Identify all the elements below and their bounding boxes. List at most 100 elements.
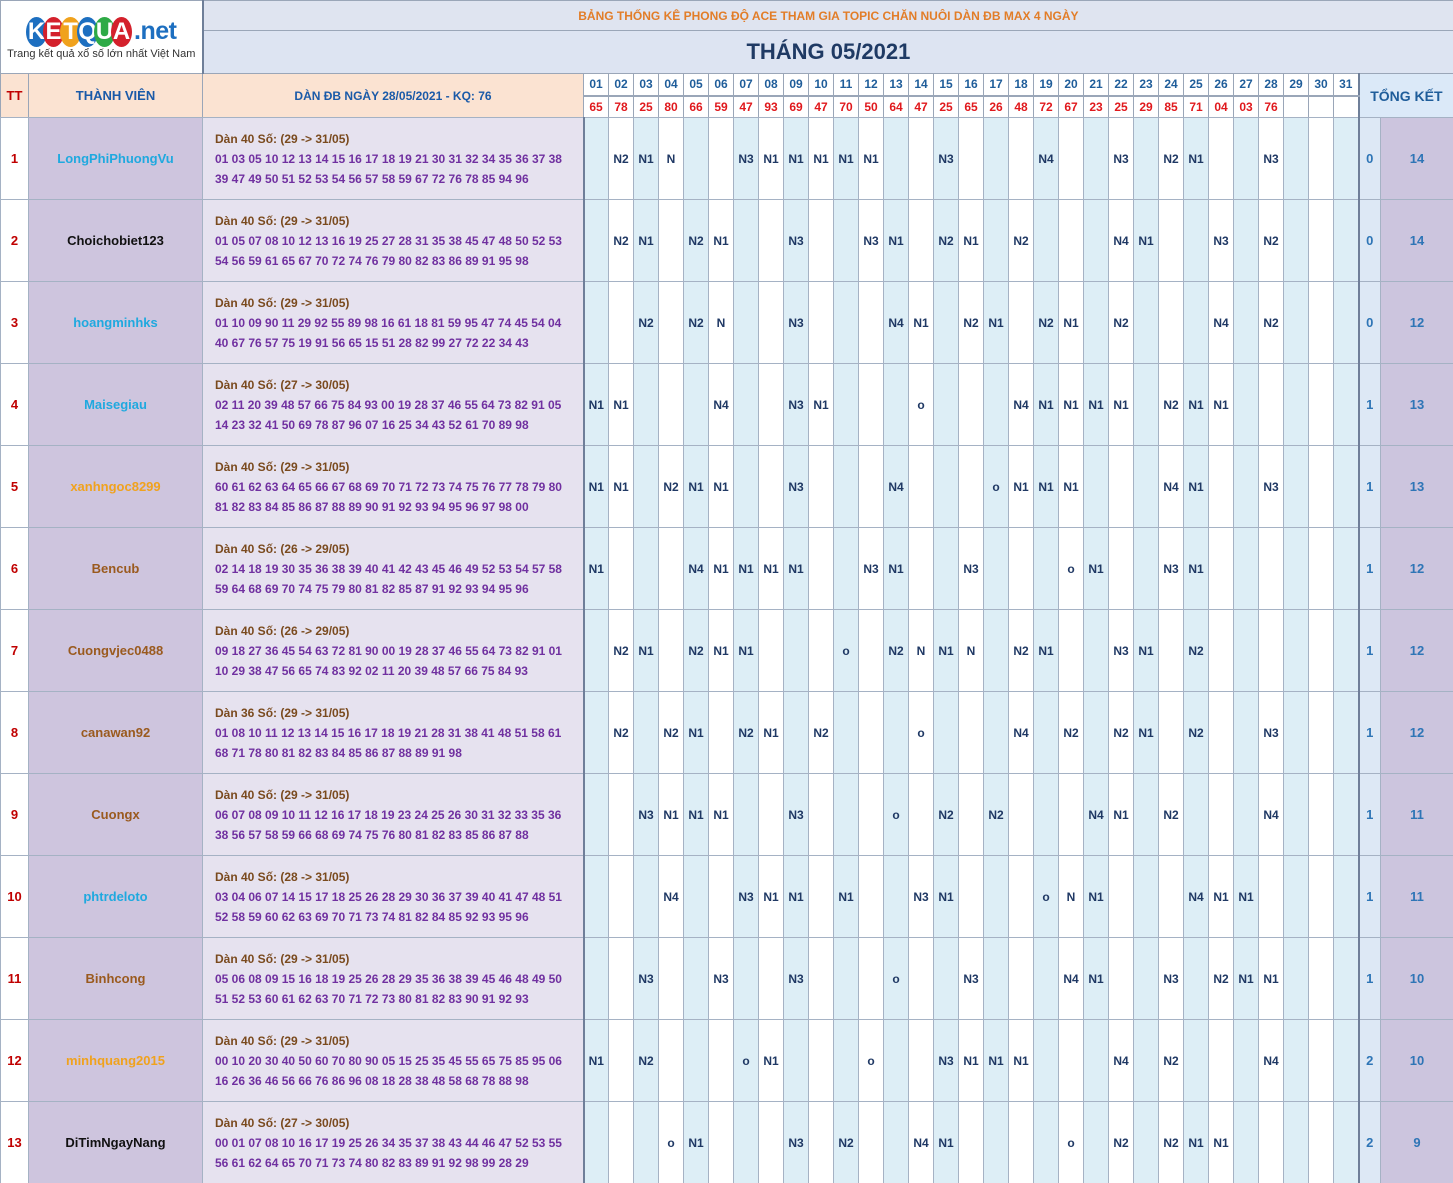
day-cell: [683, 937, 709, 1020]
dan-line: 01 05 07 08 10 12 13 16 19 25 27 28 31 3…: [215, 233, 562, 248]
day-cell: [883, 363, 909, 446]
day-cell: N1: [783, 855, 809, 938]
day-cell: o: [658, 1101, 684, 1183]
day-cell: N3: [708, 937, 734, 1020]
member-row: 12 minhquang2015 Dàn 40 Số: (29 -> 31/05) 0…: [0, 1019, 1453, 1102]
dan-numbers: Dàn 40 Số: (29 -> 31/05) 06 07 08 09 10 1…: [202, 773, 585, 856]
day-cell: [733, 363, 759, 446]
day-cell: N2: [1008, 199, 1034, 282]
day-cell: [1258, 1101, 1284, 1183]
day-cell: [758, 1101, 784, 1183]
day-cell: [1133, 937, 1159, 1020]
day-cell: N2: [933, 199, 959, 282]
day-cell: N4: [683, 527, 709, 610]
day-cell: N1: [633, 609, 659, 692]
day-cell: [1133, 117, 1159, 200]
day-cell: [583, 117, 609, 200]
summary-hits: 1: [1358, 527, 1381, 610]
day-cell: [1283, 281, 1309, 364]
day-cell: N1: [958, 199, 984, 282]
day-cell: N1: [1033, 363, 1059, 446]
dan-numbers: Dàn 40 Số: (27 -> 30/05) 00 01 07 08 10 1…: [202, 1101, 585, 1183]
dan-caption: Dàn 40 Số: (29 -> 31/05): [215, 787, 350, 802]
day-cell: [658, 1019, 684, 1102]
row-index: 13: [0, 1101, 29, 1183]
day-result: 29: [1133, 95, 1160, 118]
dan-caption: Dàn 40 Số: (26 -> 29/05): [215, 623, 350, 638]
day-cell: [1308, 199, 1334, 282]
day-header: 21: [1083, 73, 1110, 97]
logo-letter: K: [26, 16, 48, 47]
day-cell: [858, 773, 884, 856]
dan-caption: Dàn 36 Số: (29 -> 31/05): [215, 705, 350, 720]
day-cell: N1: [583, 363, 609, 446]
day-cell: N2: [608, 609, 634, 692]
day-cell: [1283, 1019, 1309, 1102]
dan-caption: Dàn 40 Số: (29 -> 31/05): [215, 295, 350, 310]
day-cell: [708, 1019, 734, 1102]
day-header: 10: [808, 73, 835, 97]
day-header: 17: [983, 73, 1010, 97]
day-cell: N1: [633, 117, 659, 200]
day-result: 64: [883, 95, 910, 118]
day-header: 04: [658, 73, 685, 97]
day-cell: [833, 773, 859, 856]
day-cell: [933, 527, 959, 610]
day-cell: [1133, 281, 1159, 364]
day-cell: [1233, 1101, 1259, 1183]
member-name: Cuongx: [28, 773, 203, 856]
day-cell: [883, 1101, 909, 1183]
day-cell: [733, 199, 759, 282]
day-cell: N: [958, 609, 984, 692]
day-cell: [958, 691, 984, 774]
sheet-title: BẢNG THỐNG KÊ PHONG ĐỘ ACE THAM GIA TOPI…: [202, 0, 1453, 31]
dan-line: 09 18 27 36 45 54 63 72 81 90 00 19 28 3…: [215, 643, 562, 658]
member-row: 5 xanhngoc8299 Dàn 40 Số: (29 -> 31/05) 60 …: [0, 445, 1453, 528]
day-cell: [933, 691, 959, 774]
dan-line: 39 47 49 50 51 52 53 54 56 57 58 59 67 7…: [215, 171, 529, 186]
dan-line: 03 04 06 07 14 15 17 18 25 26 28 29 30 3…: [215, 889, 562, 904]
day-cell: N2: [683, 199, 709, 282]
day-cell: [1008, 855, 1034, 938]
day-cell: N1: [833, 855, 859, 938]
day-cell: [1258, 527, 1284, 610]
day-cell: N1: [1183, 527, 1209, 610]
summary-hits: 2: [1358, 1101, 1381, 1183]
day-cell: [1033, 1101, 1059, 1183]
day-result: 78: [608, 95, 635, 118]
dan-numbers: Dàn 40 Số: (29 -> 31/05) 01 05 07 08 10 1…: [202, 199, 585, 282]
day-cell: N4: [1108, 1019, 1134, 1102]
logo-letter: U: [94, 16, 116, 47]
day-result: 47: [908, 95, 935, 118]
day-cell: N2: [633, 1019, 659, 1102]
dan-caption: Dàn 40 Số: (29 -> 31/05): [215, 459, 350, 474]
day-cell: [758, 363, 784, 446]
summary-hits: 1: [1358, 855, 1381, 938]
day-cell: N3: [783, 363, 809, 446]
day-result: 80: [658, 95, 685, 118]
day-cell: [708, 855, 734, 938]
day-cell: [933, 281, 959, 364]
day-cell: [608, 1019, 634, 1102]
day-cell: [1183, 1019, 1209, 1102]
day-cell: [1233, 773, 1259, 856]
day-cell: [1233, 609, 1259, 692]
day-cell: [583, 855, 609, 938]
day-cell: [1258, 363, 1284, 446]
day-cell: [1333, 1101, 1360, 1183]
logo-letter: Q: [77, 16, 99, 47]
day-cell: N4: [908, 1101, 934, 1183]
day-cell: N4: [1008, 363, 1034, 446]
day-cell: [1083, 609, 1109, 692]
dan-caption: Dàn 40 Số: (29 -> 31/05): [215, 1033, 350, 1048]
summary-total: 12: [1380, 281, 1453, 364]
member-name: xanhngoc8299: [28, 445, 203, 528]
day-cell: [1208, 609, 1234, 692]
day-cell: N1: [1033, 609, 1059, 692]
day-cell: N1: [983, 281, 1009, 364]
day-cell: [683, 855, 709, 938]
day-cell: N3: [783, 445, 809, 528]
day-cell: [833, 1019, 859, 1102]
day-cell: [1258, 855, 1284, 938]
day-cell: [1158, 609, 1184, 692]
